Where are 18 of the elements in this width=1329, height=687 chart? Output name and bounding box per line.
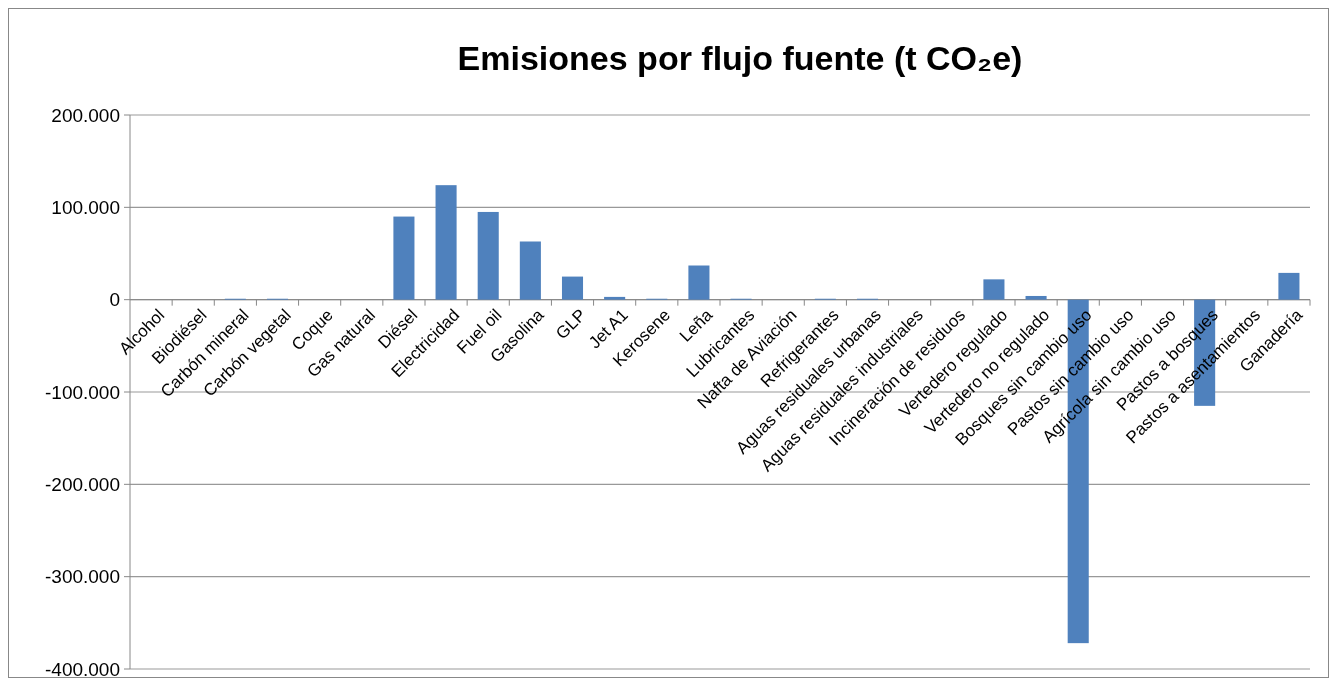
bar	[604, 296, 626, 300]
y-tick-label: -100.000	[44, 381, 120, 403]
bar	[1025, 295, 1047, 300]
chart-title: Emisiones por flujo fuente (t CO₂e)	[457, 39, 1023, 77]
y-tick-label: -200.000	[44, 473, 120, 495]
bar	[477, 211, 499, 300]
bar	[519, 241, 541, 300]
y-tick-label: -400.000	[44, 658, 120, 680]
bar	[393, 216, 415, 300]
y-tick-label: 200.000	[51, 104, 120, 126]
bar	[435, 185, 457, 300]
y-tick-label: 0	[109, 289, 120, 311]
bar	[688, 265, 710, 300]
bar	[1278, 272, 1300, 300]
bar	[561, 276, 584, 300]
bar	[983, 279, 1005, 300]
y-tick-label: 100.000	[51, 196, 120, 218]
y-tick-label: -300.000	[44, 566, 120, 588]
